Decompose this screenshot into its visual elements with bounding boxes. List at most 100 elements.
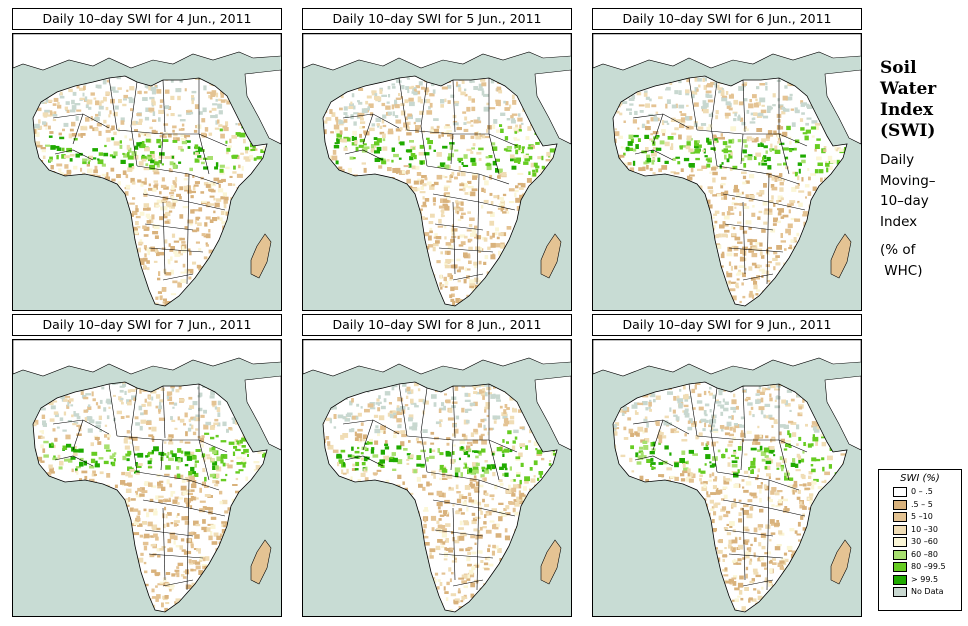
swi-pixel	[382, 134, 386, 139]
swi-pixel	[450, 299, 454, 302]
swi-pixel	[438, 135, 441, 139]
swi-pixel	[723, 141, 728, 145]
swi-pixel	[438, 219, 442, 224]
swi-pixel	[714, 221, 717, 224]
swi-pixel	[179, 399, 185, 402]
swi-pixel	[222, 500, 227, 504]
swi-pixel	[446, 180, 451, 182]
swi-pixel	[464, 117, 467, 121]
swi-pixel	[204, 222, 207, 226]
swi-pixel	[814, 149, 816, 152]
swi-pixel	[487, 231, 490, 236]
swi-pixel	[653, 172, 656, 174]
swi-pixel	[326, 117, 332, 121]
swi-pixel	[760, 251, 763, 255]
swi-pixel	[116, 174, 121, 178]
swi-pixel	[708, 124, 712, 129]
swi-pixel	[453, 122, 459, 125]
swi-pixel	[371, 144, 374, 148]
swi-pixel	[815, 144, 820, 149]
swi-pixel	[224, 197, 228, 201]
swi-pixel	[388, 112, 392, 116]
swi-pixel	[709, 172, 711, 174]
swi-pixel	[450, 287, 454, 292]
swi-pixel	[656, 148, 662, 151]
swi-pixel	[714, 82, 717, 84]
swi-pixel	[739, 203, 743, 206]
swi-pixel	[356, 147, 359, 152]
swi-pixel	[522, 146, 525, 149]
swi-pixel	[689, 163, 695, 168]
swi-pixel	[462, 111, 466, 113]
swi-pixel	[748, 266, 752, 270]
swi-pixel	[783, 96, 788, 101]
swi-pixel	[360, 118, 364, 121]
swi-pixel	[706, 91, 712, 94]
swi-pixel	[758, 143, 760, 147]
swi-pixel	[509, 201, 514, 203]
swi-pixel	[442, 146, 447, 149]
swi-pixel	[729, 262, 731, 266]
swi-pixel	[451, 172, 454, 176]
swi-pixel	[705, 94, 709, 98]
swi-pixel	[170, 585, 175, 588]
swi-pixel	[118, 99, 122, 103]
swi-pixel	[212, 217, 217, 221]
swi-pixel	[444, 226, 446, 229]
swi-pixel	[121, 416, 125, 419]
swi-pixel	[112, 453, 115, 457]
swi-pixel	[469, 239, 473, 242]
swi-pixel	[240, 153, 244, 155]
swi-pixel	[440, 287, 442, 290]
swi-pixel	[734, 207, 736, 209]
swi-pixel	[444, 277, 448, 281]
swi-pixel	[448, 245, 454, 249]
swi-pixel	[753, 285, 757, 290]
swi-pixel	[459, 183, 464, 186]
swi-pixel	[500, 244, 504, 249]
swi-pixel	[399, 158, 402, 160]
swi-pixel	[502, 211, 507, 213]
swi-pixel	[106, 138, 110, 142]
swi-pixel	[188, 397, 192, 400]
swi-pixel	[645, 103, 650, 107]
swi-pixel	[374, 150, 380, 153]
swi-pixel	[642, 124, 645, 128]
swi-pixel	[94, 98, 97, 100]
swi-pixel	[775, 255, 780, 258]
africa-map	[12, 33, 282, 311]
swi-pixel	[447, 251, 450, 255]
swi-pixel	[57, 105, 61, 109]
swi-pixel	[104, 145, 107, 147]
swi-pixel	[184, 135, 190, 137]
swi-pixel	[53, 114, 58, 117]
swi-pixel	[448, 153, 454, 157]
swi-pixel	[107, 435, 111, 438]
swi-pixel	[807, 118, 812, 120]
swi-pixel	[495, 243, 500, 247]
swi-pixel	[98, 406, 101, 409]
swi-pixel	[487, 163, 491, 167]
swi-pixel	[642, 167, 645, 171]
swi-pixel	[149, 165, 155, 170]
swi-pixel	[756, 192, 761, 194]
swi-pixel	[396, 120, 402, 124]
swi-pixel	[783, 108, 786, 112]
swi-pixel	[402, 170, 405, 173]
swi-pixel	[776, 200, 779, 204]
swi-pixel	[517, 118, 522, 122]
swi-pixel	[127, 458, 130, 461]
swi-pixel	[781, 197, 784, 200]
swi-pixel	[195, 181, 200, 184]
swi-pixel	[173, 250, 177, 253]
swi-pixel	[800, 118, 803, 122]
swi-pixel	[203, 85, 206, 90]
swi-pixel	[107, 80, 109, 83]
swi-pixel	[747, 136, 752, 138]
swi-pixel	[752, 295, 754, 299]
swi-pixel	[428, 236, 432, 241]
swi-pixel	[756, 137, 758, 142]
swi-pixel	[768, 130, 772, 134]
swi-pixel	[414, 181, 419, 185]
swi-pixel	[232, 155, 238, 157]
